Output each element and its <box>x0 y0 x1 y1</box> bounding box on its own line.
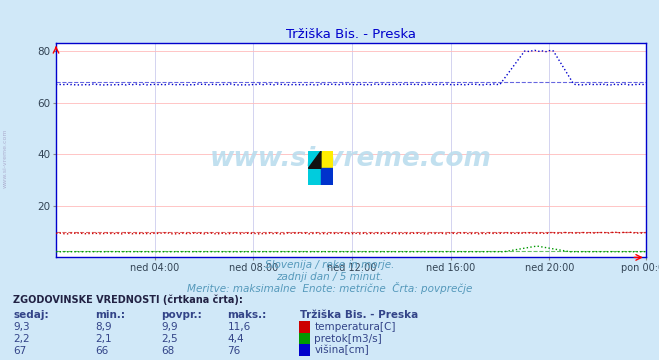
Text: Slovenija / reke in morje.: Slovenija / reke in morje. <box>265 260 394 270</box>
Text: Tržiška Bis. - Preska: Tržiška Bis. - Preska <box>300 310 418 320</box>
Text: 8,9: 8,9 <box>96 323 112 333</box>
Text: 2,1: 2,1 <box>96 334 112 344</box>
Polygon shape <box>308 151 321 168</box>
Text: sedaj:: sedaj: <box>13 310 49 320</box>
Text: www.si-vreme.com: www.si-vreme.com <box>210 146 492 172</box>
Bar <box>308 168 321 185</box>
Text: višina[cm]: višina[cm] <box>314 345 369 356</box>
Text: pretok[m3/s]: pretok[m3/s] <box>314 334 382 344</box>
Text: ZGODOVINSKE VREDNOSTI (črtkana črta):: ZGODOVINSKE VREDNOSTI (črtkana črta): <box>13 294 243 305</box>
Text: 68: 68 <box>161 346 175 356</box>
Text: 2,2: 2,2 <box>13 334 30 344</box>
Text: 66: 66 <box>96 346 109 356</box>
Polygon shape <box>308 151 321 168</box>
Text: 11,6: 11,6 <box>227 323 250 333</box>
Text: min.:: min.: <box>96 310 126 320</box>
Text: 9,9: 9,9 <box>161 323 178 333</box>
Text: povpr.:: povpr.: <box>161 310 202 320</box>
Text: zadnji dan / 5 minut.: zadnji dan / 5 minut. <box>276 272 383 282</box>
Text: 9,3: 9,3 <box>13 323 30 333</box>
Title: Tržiška Bis. - Preska: Tržiška Bis. - Preska <box>286 28 416 41</box>
Text: 76: 76 <box>227 346 241 356</box>
Text: Meritve: maksimalne  Enote: metrične  Črta: povprečje: Meritve: maksimalne Enote: metrične Črta… <box>186 282 473 294</box>
Text: www.si-vreme.com: www.si-vreme.com <box>3 129 8 188</box>
Bar <box>321 151 333 168</box>
Text: 4,4: 4,4 <box>227 334 244 344</box>
Bar <box>321 168 333 185</box>
Text: 2,5: 2,5 <box>161 334 178 344</box>
Text: 67: 67 <box>13 346 26 356</box>
Text: maks.:: maks.: <box>227 310 267 320</box>
Text: temperatura[C]: temperatura[C] <box>314 323 396 333</box>
